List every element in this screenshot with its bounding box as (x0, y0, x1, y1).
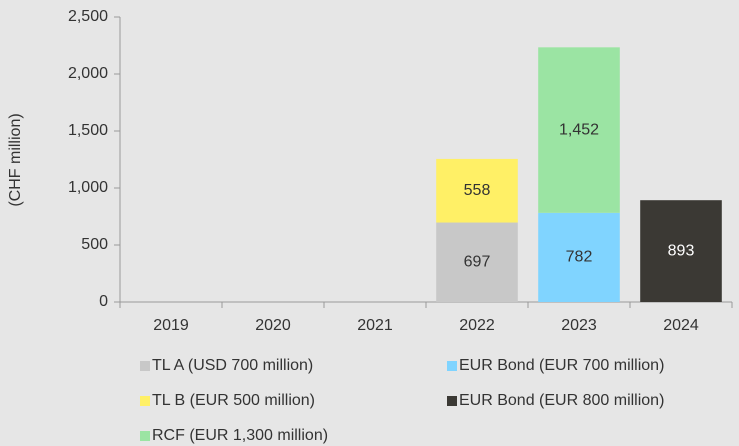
data-label: 558 (464, 182, 491, 199)
legend-label: EUR Bond (EUR 800 million) (459, 392, 664, 409)
x-tick-label: 2022 (459, 317, 495, 334)
x-tick-label: 2024 (663, 317, 699, 334)
bar-segment (640, 200, 722, 302)
y-tick-label: 2,000 (68, 65, 108, 82)
bar-segment (436, 222, 518, 302)
bar-segment (538, 47, 620, 213)
data-label: 1,452 (559, 121, 599, 138)
x-tick-label: 2021 (357, 317, 393, 334)
y-axis-label: (CHF million) (7, 113, 24, 206)
x-tick-label: 2019 (153, 317, 189, 334)
legend-swatch (447, 361, 457, 371)
legend-label: TL A (USD 700 million) (152, 357, 313, 374)
data-label: 893 (668, 242, 695, 259)
legend-swatch (447, 396, 457, 406)
legend-label: RCF (EUR 1,300 million) (152, 427, 328, 444)
data-label: 782 (566, 249, 593, 266)
y-tick-label: 500 (81, 236, 108, 253)
bar-segment (436, 158, 518, 223)
legend-swatch (140, 431, 150, 441)
legend-swatch (140, 396, 150, 406)
legend-swatch (140, 361, 150, 371)
y-tick-label: 1,500 (68, 122, 108, 139)
y-tick-label: 2,500 (68, 8, 108, 25)
x-tick-label: 2020 (255, 317, 291, 334)
legend-label: EUR Bond (EUR 700 million) (459, 357, 664, 374)
data-label: 697 (464, 253, 491, 270)
y-tick-label: 1,000 (68, 179, 108, 196)
x-tick-label: 2023 (561, 317, 597, 334)
bar-segment (538, 212, 620, 302)
legend-label: TL B (EUR 500 million) (152, 392, 315, 409)
y-tick-label: 0 (99, 293, 108, 310)
